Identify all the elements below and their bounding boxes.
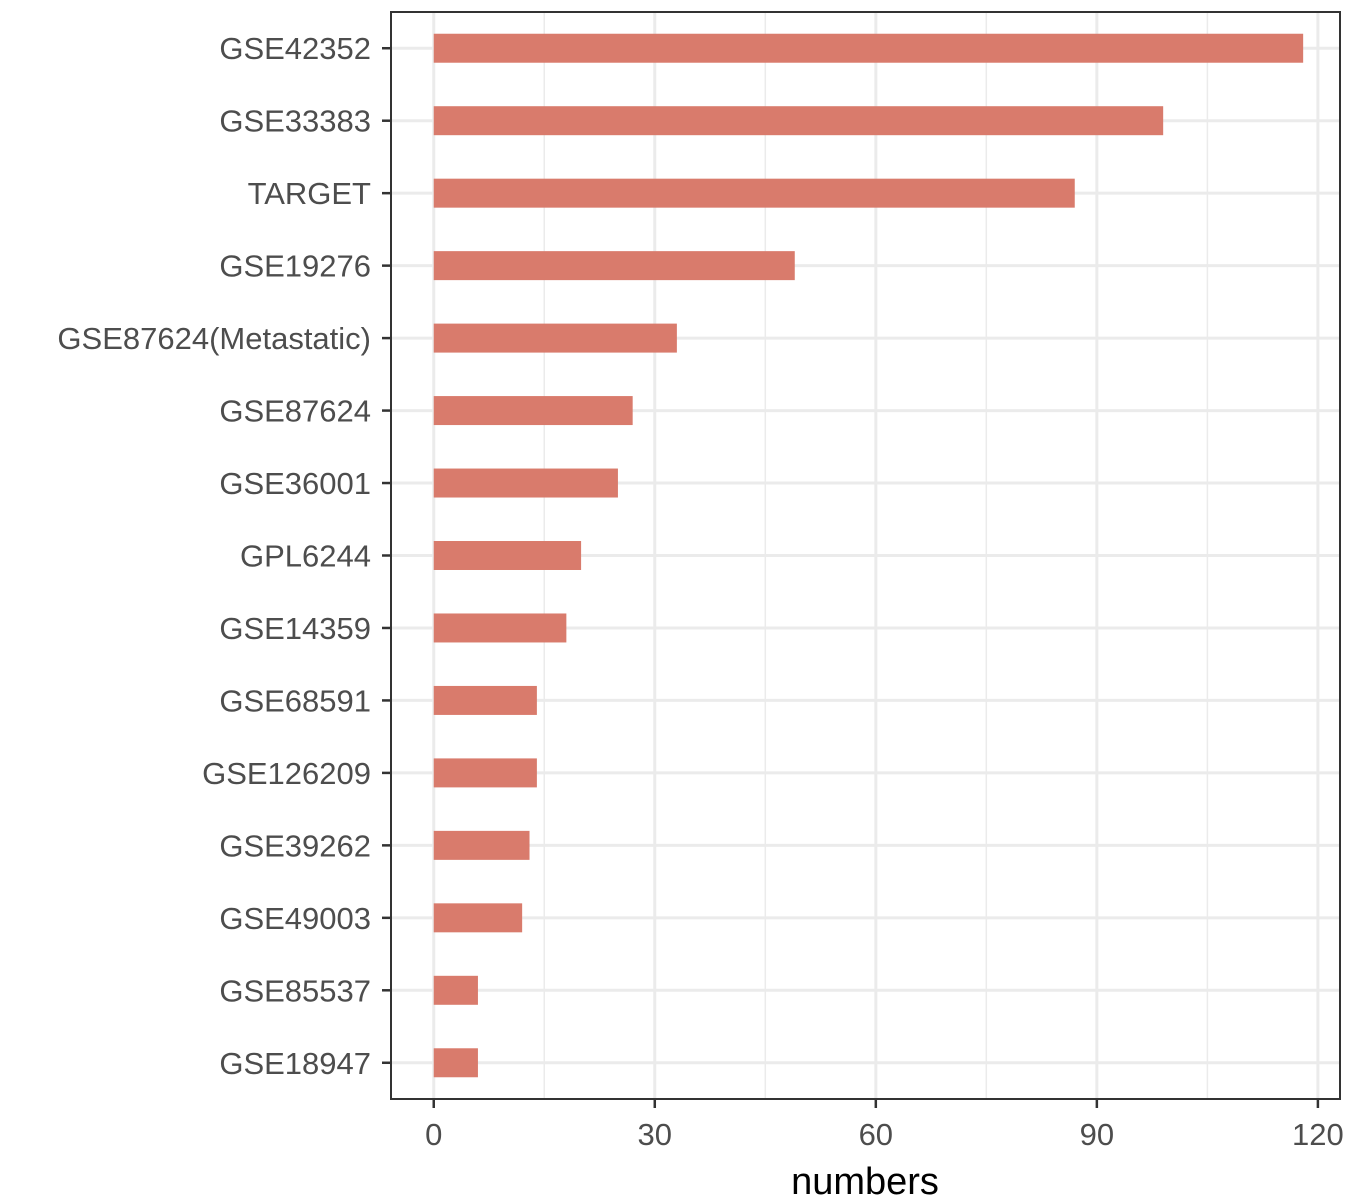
- x-tick-label: 60: [859, 1117, 893, 1152]
- bar: [433, 33, 1304, 63]
- bar: [433, 323, 677, 353]
- x-axis-title: numbers: [791, 1161, 939, 1203]
- bar: [433, 975, 478, 1005]
- y-tick-label: GSE39262: [219, 828, 371, 863]
- y-tick-label: GSE49003: [219, 901, 371, 936]
- x-tick-label: 90: [1080, 1117, 1114, 1152]
- y-axis: GSE42352 GSE33383 TARGET GSE19276 GSE87624(M…: [57, 31, 391, 1081]
- bar: [433, 830, 530, 860]
- bar: [433, 396, 633, 426]
- y-tick-label: GSE36001: [219, 466, 371, 501]
- bar-layer: [433, 33, 1304, 1078]
- x-tick-label: 0: [425, 1117, 442, 1152]
- y-tick-label: GSE33383: [219, 104, 371, 139]
- y-tick-label: GSE18947: [219, 1046, 371, 1081]
- bar: [433, 685, 537, 715]
- x-tick-label: 30: [638, 1117, 672, 1152]
- y-tick-label: GSE126209: [202, 756, 371, 791]
- bar: [433, 1048, 478, 1078]
- y-tick-label: GSE68591: [219, 683, 371, 718]
- y-tick-label: GSE87624: [219, 394, 371, 429]
- x-axis: 0 30 60 90 120: [425, 1099, 1344, 1152]
- y-tick-label: GSE19276: [219, 249, 371, 284]
- bar: [433, 178, 1075, 208]
- y-tick-label: GSE42352: [219, 31, 371, 66]
- y-tick-label: GSE85537: [219, 973, 371, 1008]
- y-tick-label: GPL6244: [240, 539, 371, 574]
- y-tick-label: GSE14359: [219, 611, 371, 646]
- bar: [433, 613, 567, 643]
- bar: [433, 251, 795, 281]
- bar: [433, 468, 618, 498]
- bar: [433, 758, 537, 788]
- bar: [433, 541, 582, 570]
- bar: [433, 903, 523, 933]
- x-tick-label: 120: [1292, 1117, 1344, 1152]
- y-tick-label: TARGET: [248, 176, 371, 211]
- bar: [433, 106, 1164, 136]
- y-tick-label: GSE87624(Metastatic): [57, 321, 371, 356]
